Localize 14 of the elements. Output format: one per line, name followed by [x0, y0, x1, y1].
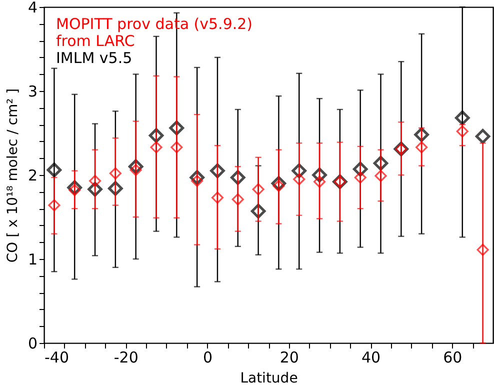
x-tick-label: 0: [203, 348, 213, 366]
text: IMLM v5.5: [56, 49, 132, 67]
x-tick-label: -40: [44, 348, 69, 366]
y-tick-label: 0: [28, 334, 38, 352]
y-tick-label: 3: [28, 82, 38, 100]
x-tick-label: -20: [114, 348, 138, 366]
x-tick-label: 60: [443, 348, 462, 366]
y-axis-title: CO [ x 10¹⁸ molec / cm² ]: [4, 88, 21, 263]
x-tick-label: 20: [280, 348, 299, 366]
y-tick-label: 1: [28, 250, 38, 268]
y-tick-label: 2: [28, 166, 38, 184]
x-tick-label: 40: [362, 348, 381, 366]
y-tick-label: 4: [28, 0, 38, 16]
x-axis-title: Latitude: [240, 370, 298, 386]
